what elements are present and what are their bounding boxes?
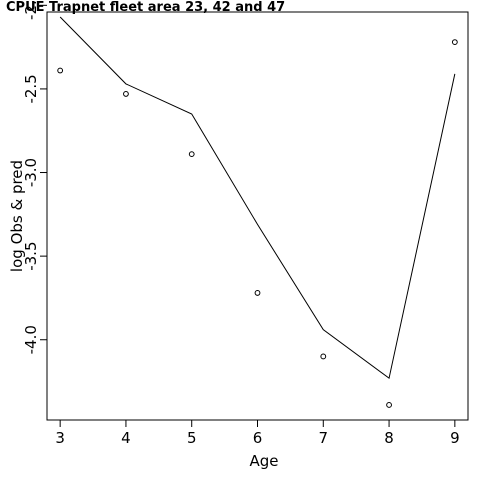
observed-point [451, 39, 458, 45]
plot-frame [46, 11, 469, 421]
x-axis-title: Age [249, 452, 278, 470]
y-axis-title: log Obs & pred [8, 160, 26, 272]
y-tick-label: -2.5 [22, 74, 40, 103]
x-axis: 3 4 5 6 7 8 9 [55, 420, 460, 447]
x-tick-label: 6 [253, 429, 263, 447]
predicted-line [59, 16, 456, 380]
x-tick-label: 4 [121, 429, 131, 447]
x-tick-label: 3 [55, 429, 65, 447]
y-tick-label: -2.0 [22, 0, 40, 20]
y-tick-label: -4.0 [22, 325, 40, 354]
observed-point [188, 151, 195, 158]
observed-point [386, 402, 392, 408]
chart-title: CPUE Trapnet fleet area 23, 42 and 47 [6, 0, 285, 15]
x-tick-label: 5 [187, 429, 197, 447]
observed-point [320, 353, 327, 360]
y-axis: -4.0 -3.5 -3.0 -2.5 -2.0 [22, 0, 47, 354]
x-tick-label: 7 [319, 429, 329, 447]
observed-point [123, 91, 129, 97]
observed-point [254, 290, 261, 296]
y-tick-label: -3.0 [22, 158, 40, 187]
series-layer [57, 16, 458, 408]
y-tick-label: -3.5 [22, 241, 40, 270]
x-tick-label: 9 [450, 429, 460, 447]
x-tick-label: 8 [384, 429, 394, 447]
observed-point [57, 67, 64, 74]
